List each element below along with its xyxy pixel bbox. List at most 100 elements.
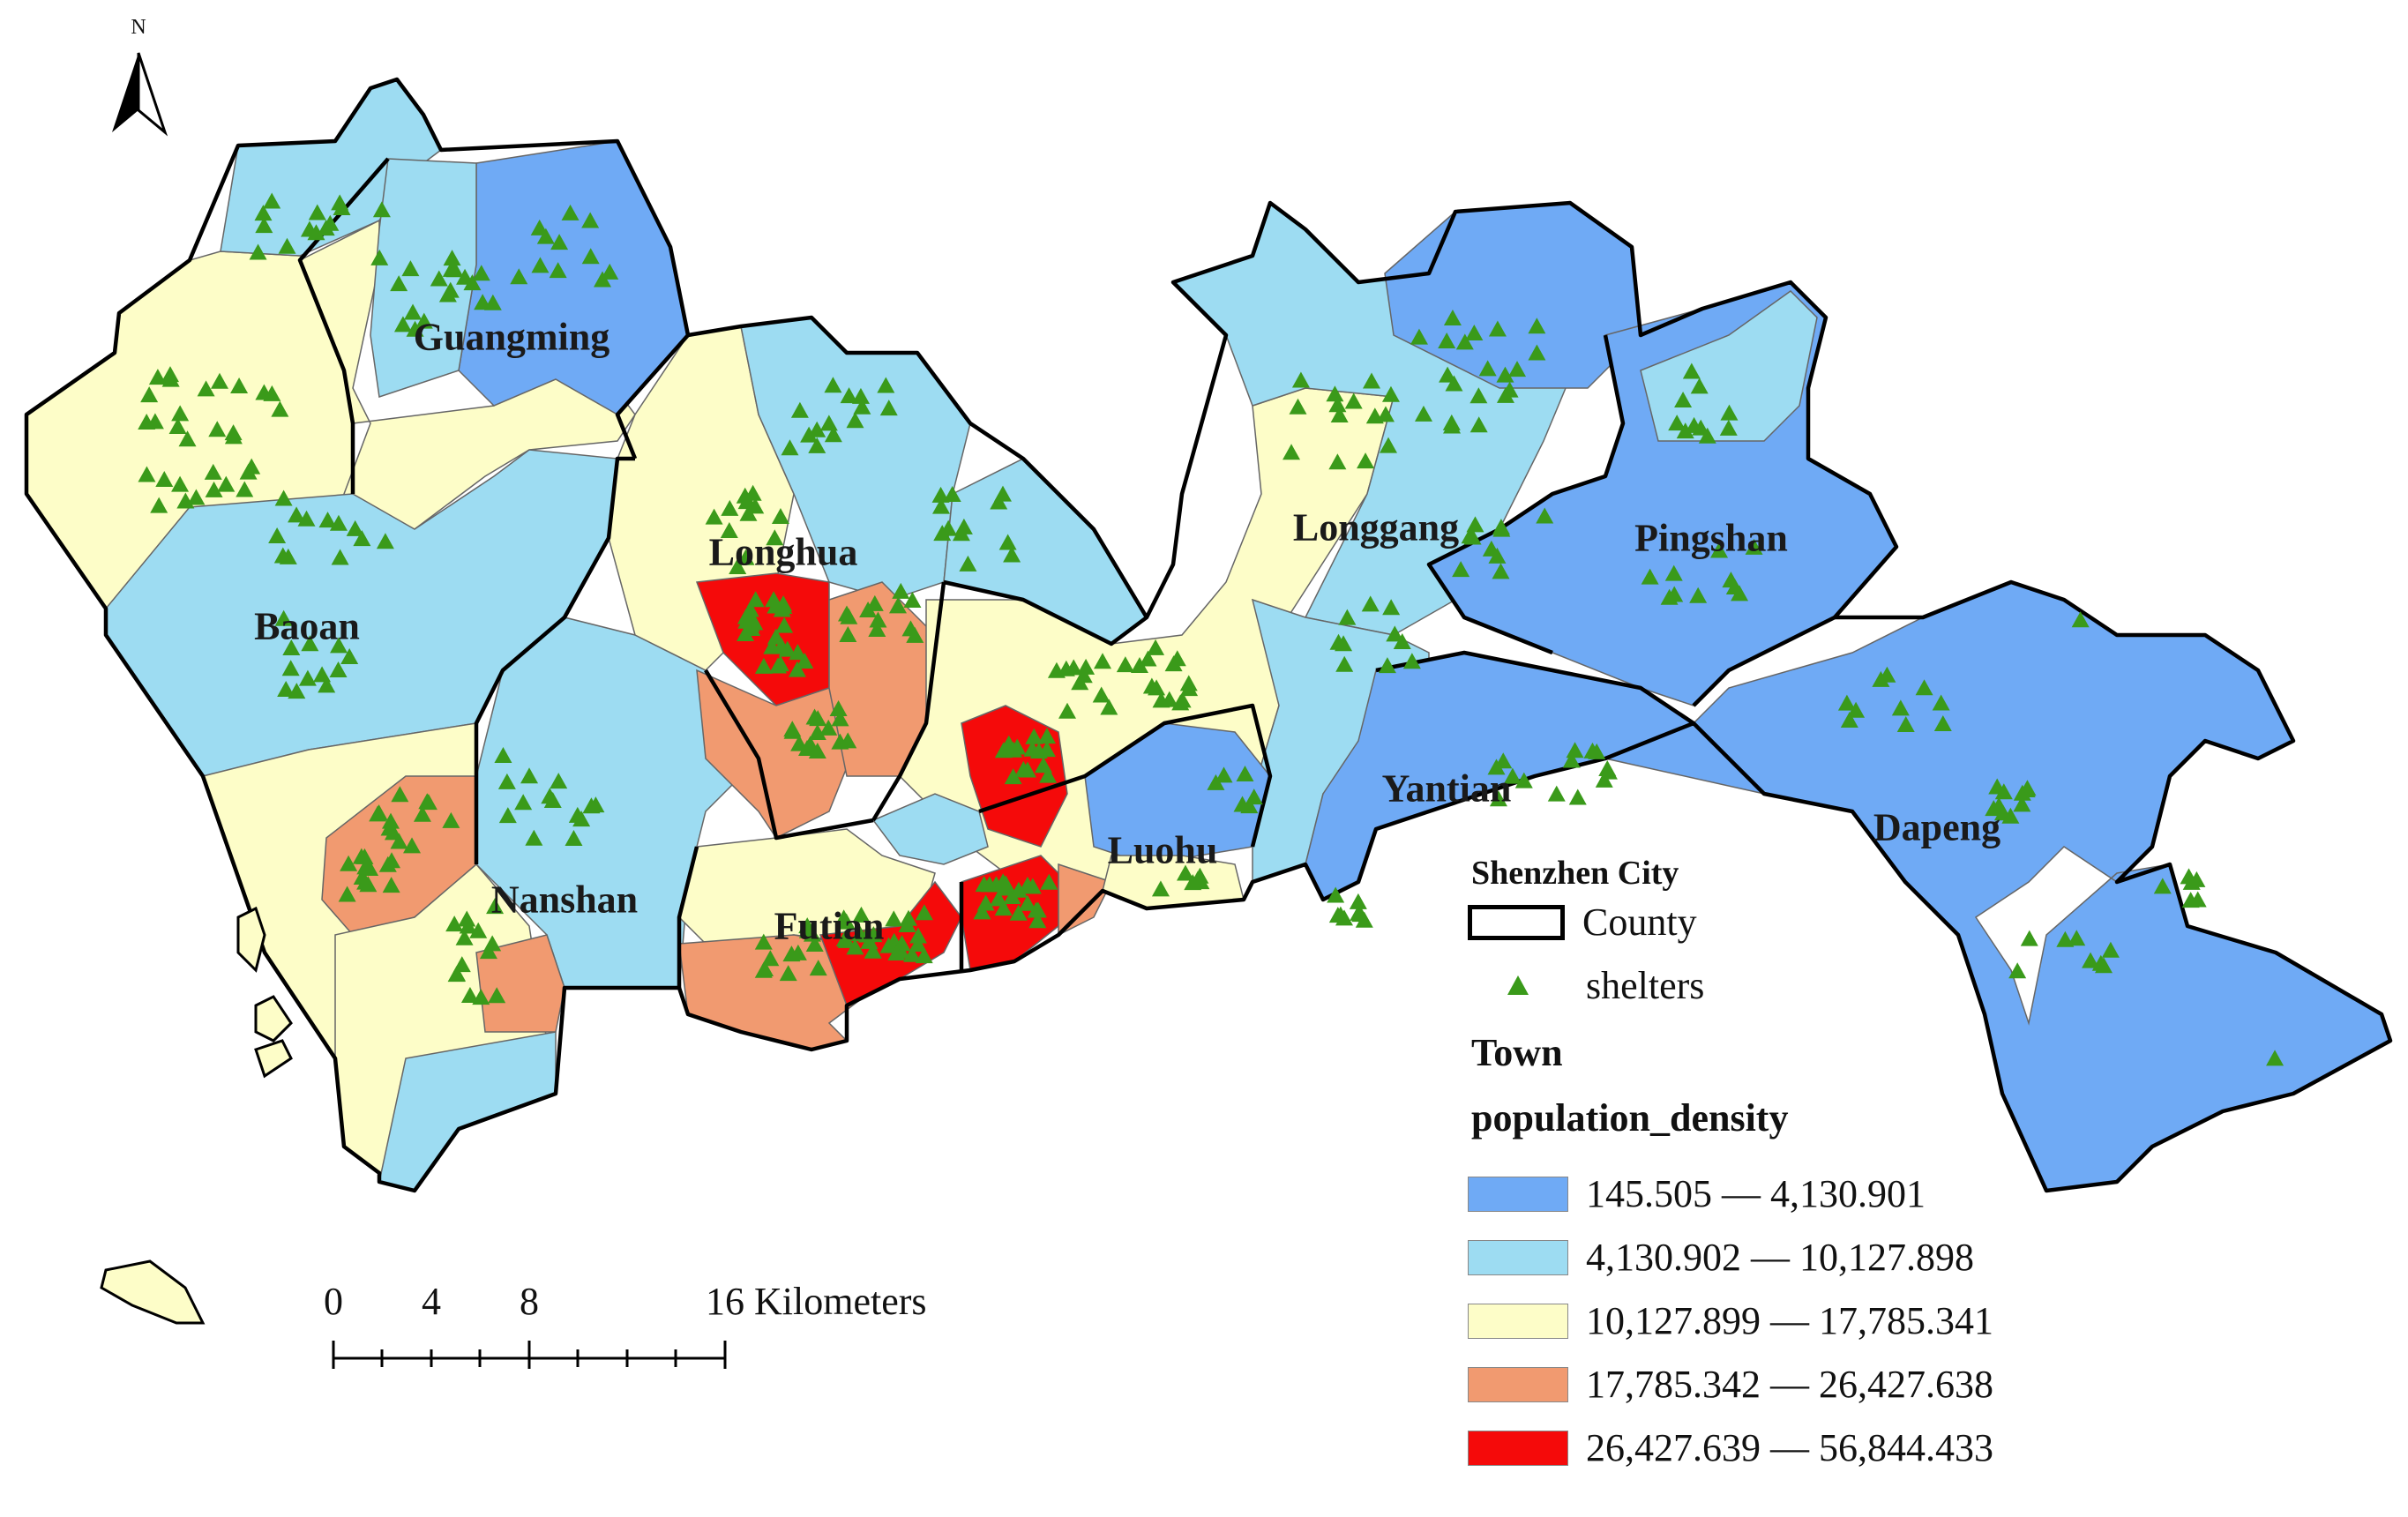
shelter-marker bbox=[741, 601, 759, 617]
shelter-marker bbox=[1489, 790, 1507, 807]
shelter-marker bbox=[877, 377, 895, 393]
shelter-marker bbox=[1478, 360, 1497, 377]
shelter-marker bbox=[773, 601, 791, 617]
shelter-marker bbox=[1452, 561, 1470, 578]
shelter-marker bbox=[401, 260, 420, 277]
county-boundary-luohu bbox=[978, 703, 1273, 848]
shelter-marker bbox=[472, 265, 490, 281]
shelter-marker bbox=[187, 489, 206, 505]
shelter-marker bbox=[550, 234, 569, 250]
shelter-marker bbox=[1674, 392, 1693, 408]
shelter-marker bbox=[1528, 318, 1546, 334]
legend-layer-heading-town: Town bbox=[1471, 1031, 1563, 1074]
shelter-marker bbox=[1461, 527, 1479, 544]
shelter-marker bbox=[1492, 519, 1510, 535]
shelter-marker bbox=[1361, 595, 1380, 612]
shelter-marker bbox=[1547, 785, 1566, 802]
shelter-marker bbox=[288, 683, 306, 699]
county-boundary-outline bbox=[24, 77, 2393, 1193]
shelter-marker bbox=[885, 910, 903, 927]
legend-swatch bbox=[1468, 1176, 1568, 1212]
shelter-marker bbox=[1328, 396, 1347, 413]
shelter-marker bbox=[300, 220, 318, 237]
shelter-marker bbox=[1915, 679, 1933, 696]
county-boundary-yantian bbox=[1375, 650, 1695, 725]
shelter-marker bbox=[308, 204, 326, 220]
shelter-marker bbox=[1410, 328, 1428, 345]
shelter-marker bbox=[413, 805, 431, 822]
shelter-marker bbox=[839, 626, 857, 643]
shelter-marker bbox=[1283, 444, 1301, 460]
shelter-marker bbox=[277, 681, 295, 698]
shelter-marker bbox=[1488, 320, 1507, 337]
shelter-marker bbox=[1466, 516, 1484, 533]
shelter-marker bbox=[915, 947, 933, 964]
island-2 bbox=[254, 995, 293, 1042]
shelter-marker bbox=[443, 250, 461, 266]
shelter-marker bbox=[766, 529, 784, 546]
shelter-marker bbox=[1071, 674, 1089, 691]
shelter-marker bbox=[455, 929, 474, 945]
shelter-marker bbox=[1335, 909, 1354, 926]
shelter-marker bbox=[1092, 686, 1111, 703]
district-label-dapeng: Dapeng bbox=[1873, 805, 2001, 849]
shelter-marker bbox=[1682, 362, 1701, 379]
shelter-marker bbox=[721, 499, 739, 516]
island-3 bbox=[254, 1039, 293, 1079]
shelter-marker bbox=[346, 519, 364, 536]
shelter-marker bbox=[498, 807, 517, 824]
shelter-marker bbox=[1236, 766, 1254, 782]
legend-class-label: 4,130.902 — 10,127.898 bbox=[1586, 1236, 1974, 1279]
shelter-marker bbox=[1327, 886, 1345, 903]
shelter-marker bbox=[249, 243, 267, 260]
shelter-marker bbox=[197, 380, 215, 397]
shelter-marker bbox=[445, 915, 464, 932]
shelter-swatch-icon bbox=[1468, 968, 1568, 1004]
county-boundary-longgang-west bbox=[943, 579, 1148, 646]
shelter-marker bbox=[1665, 586, 1684, 602]
shelter-marker bbox=[781, 439, 799, 456]
legend-class-row: 17,785.342 — 26,427.638 bbox=[1468, 1362, 1993, 1407]
shelter-marker bbox=[915, 904, 933, 921]
shelter-marker bbox=[1710, 542, 1729, 558]
shelter-marker bbox=[1100, 699, 1118, 715]
shelter-marker bbox=[1215, 766, 1233, 783]
shelter-marker bbox=[840, 387, 858, 404]
legend-swatch bbox=[1468, 1366, 1568, 1402]
shelter-marker bbox=[1028, 901, 1047, 918]
shelter-marker bbox=[768, 657, 787, 674]
shelter-marker bbox=[1240, 797, 1259, 814]
shelter-marker bbox=[1641, 568, 1659, 585]
shelter-marker bbox=[933, 525, 952, 542]
shelter-marker bbox=[419, 794, 437, 811]
shelter-marker bbox=[2153, 878, 2172, 894]
shelter-marker bbox=[278, 237, 296, 254]
shelter-marker bbox=[356, 858, 375, 875]
shelter-marker bbox=[743, 620, 761, 637]
shelter-marker bbox=[331, 549, 349, 565]
shelter-marker bbox=[2018, 780, 2037, 796]
shelter-marker bbox=[705, 508, 723, 525]
shelter-marker bbox=[510, 268, 528, 285]
shelter-marker bbox=[204, 463, 222, 480]
shelter-marker bbox=[2266, 1050, 2285, 1066]
shelter-marker bbox=[230, 377, 249, 393]
shelter-marker bbox=[1130, 656, 1148, 673]
shelter-marker bbox=[355, 848, 374, 864]
shelter-marker bbox=[587, 796, 605, 813]
shelter-marker bbox=[931, 497, 950, 514]
shelter-marker bbox=[1004, 768, 1022, 785]
shelter-marker bbox=[208, 421, 227, 437]
shelter-marker bbox=[430, 270, 448, 287]
shelter-marker bbox=[790, 735, 809, 751]
shelter-marker bbox=[472, 989, 490, 1005]
shelter-marker bbox=[224, 428, 243, 445]
shelter-marker bbox=[819, 415, 838, 431]
shelter-marker bbox=[761, 950, 780, 967]
legend-class-row: 26,427.639 — 56,844.433 bbox=[1468, 1425, 1993, 1470]
shelter-marker bbox=[565, 829, 583, 846]
legend-class-row: 4,130.902 — 10,127.898 bbox=[1468, 1235, 1974, 1280]
legend-class-label: 17,785.342 — 26,427.638 bbox=[1586, 1363, 1993, 1406]
shelter-marker bbox=[1077, 658, 1096, 675]
